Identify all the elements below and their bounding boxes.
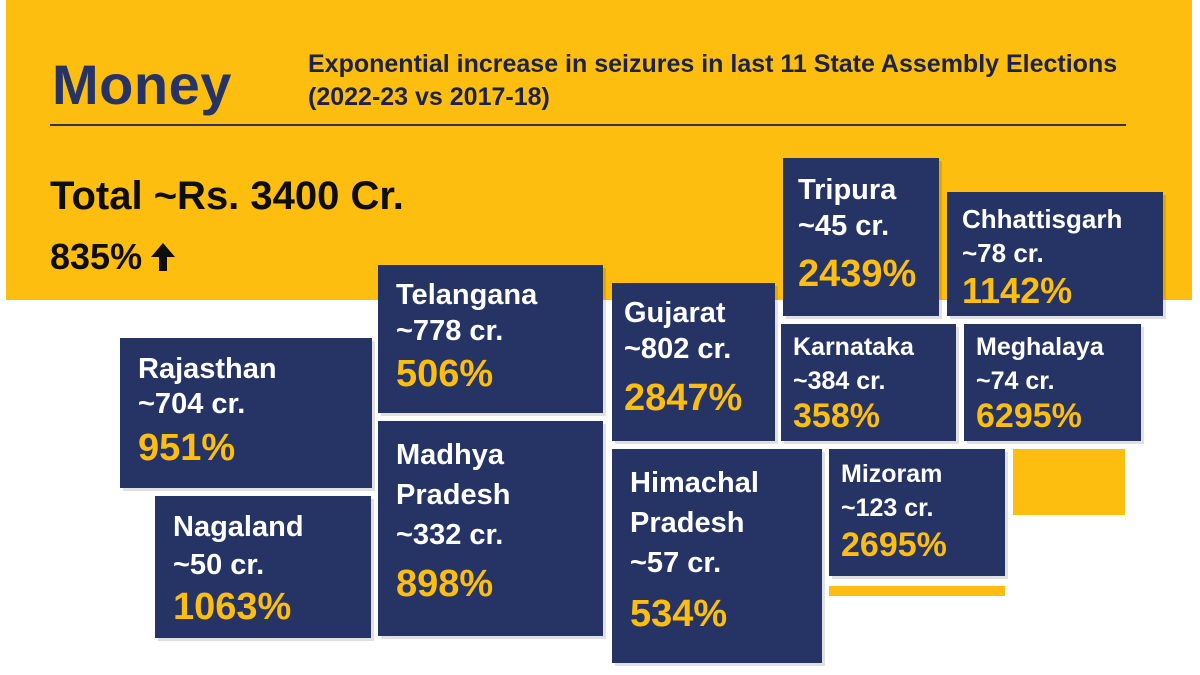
- state-card-mizoram: Mizoram ~123 cr. 2695%: [829, 449, 1005, 576]
- state-card-tripura: Tripura ~45 cr. 2439%: [783, 158, 939, 316]
- state-amount: ~704 cr.: [138, 388, 246, 420]
- state-card-himachal-pradesh: Himachal Pradesh ~57 cr. 534%: [612, 449, 822, 663]
- state-card-rajasthan: Rajasthan ~704 cr. 951%: [120, 338, 372, 488]
- state-amount: ~332 cr.: [396, 519, 504, 551]
- state-card-meghalaya: Meghalaya ~74 cr. 6295%: [964, 324, 1141, 441]
- state-increase: 6295%: [976, 397, 1082, 435]
- state-increase: 1063%: [173, 586, 292, 628]
- state-name: Himachal Pradesh: [630, 467, 759, 539]
- state-name: Tripura: [798, 174, 897, 206]
- state-name: Gujarat: [624, 297, 726, 329]
- state-amount: ~78 cr.: [962, 238, 1044, 268]
- state-name: Madhya Pradesh: [396, 439, 511, 511]
- state-name: Meghalaya: [976, 333, 1104, 361]
- state-amount: ~384 cr.: [793, 367, 886, 395]
- up-arrow-icon: [151, 243, 176, 271]
- state-increase: 506%: [396, 353, 494, 395]
- slide-subtitle: Exponential increase in seizures in last…: [308, 50, 1118, 111]
- state-name: Mizoram: [841, 460, 943, 488]
- state-increase: 951%: [138, 427, 236, 469]
- state-amount: ~778 cr.: [396, 315, 504, 347]
- state-increase: 2847%: [624, 377, 743, 419]
- state-increase: 1142%: [962, 270, 1073, 311]
- state-amount: ~123 cr.: [841, 494, 934, 522]
- title-divider: [50, 124, 1126, 126]
- state-name: Nagaland: [173, 511, 304, 543]
- state-card-chhattisgarh: Chhattisgarh ~78 cr. 1142%: [947, 192, 1163, 316]
- state-card-karnataka: Karnataka ~384 cr. 358%: [781, 324, 956, 441]
- state-name: Chhattisgarh: [962, 204, 1123, 234]
- total-growth-value: 835%: [50, 236, 143, 277]
- state-increase: 898%: [396, 563, 494, 605]
- decorative-yellow-block: [1013, 449, 1125, 515]
- state-amount: ~57 cr.: [630, 547, 722, 579]
- state-name: Rajasthan: [138, 353, 277, 385]
- total-growth: 835%: [50, 236, 176, 278]
- state-amount: ~802 cr.: [624, 333, 732, 365]
- total-amount: Total ~Rs. 3400 Cr.: [50, 174, 404, 218]
- state-name: Telangana: [396, 279, 538, 311]
- state-card-gujarat: Gujarat ~802 cr. 2847%: [612, 283, 775, 441]
- state-increase: 2439%: [798, 253, 917, 295]
- state-card-madhya-pradesh: Madhya Pradesh ~332 cr. 898%: [378, 421, 603, 636]
- state-increase: 358%: [793, 397, 880, 435]
- state-card-telangana: Telangana ~778 cr. 506%: [378, 265, 603, 413]
- state-amount: ~74 cr.: [976, 367, 1055, 395]
- state-amount: ~45 cr.: [798, 210, 890, 242]
- state-amount: ~50 cr.: [173, 549, 265, 581]
- slide-title: Money: [52, 53, 232, 116]
- decorative-yellow-strip: [829, 586, 1005, 596]
- state-card-nagaland: Nagaland ~50 cr. 1063%: [155, 496, 371, 638]
- state-increase: 2695%: [841, 526, 947, 564]
- state-name: Karnataka: [793, 333, 914, 361]
- state-increase: 534%: [630, 593, 728, 635]
